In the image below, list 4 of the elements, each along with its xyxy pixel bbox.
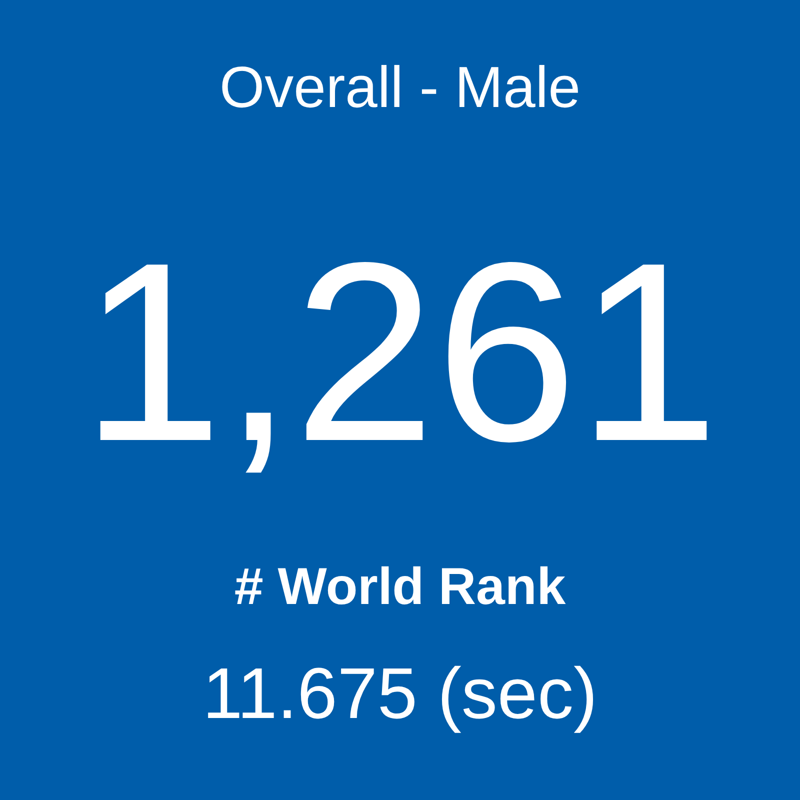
data-label: 1,261 (80, 210, 720, 495)
category-label: # World Rank (234, 558, 566, 616)
text: 11.675 (sec) (202, 654, 598, 734)
text: Overall - Male (220, 55, 580, 120)
